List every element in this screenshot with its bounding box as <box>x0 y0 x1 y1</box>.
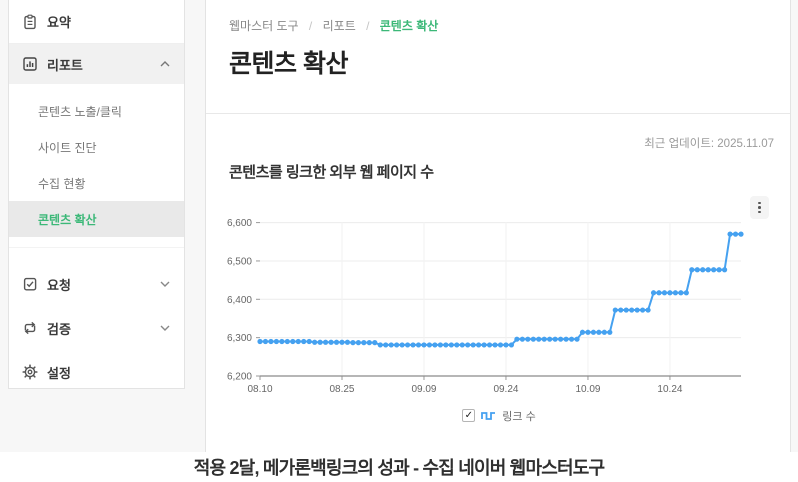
sidebar-item-report[interactable]: 리포트 <box>9 44 184 84</box>
line-chart[interactable]: 6,200 6,300 6,400 6,500 6,600 08.10 08.25 09.09… <box>206 205 792 405</box>
last-update-label: 최근 업데이트: 2025.11.07 <box>644 138 774 150</box>
sidebar-item-settings[interactable]: 설정 <box>9 350 184 394</box>
legend-series-label: 링크 수 <box>502 410 536 423</box>
breadcrumb-separator: / <box>366 19 370 33</box>
chart-legend: ✓ 링크 수 <box>206 407 792 424</box>
sidebar-item-label: 요약 <box>47 15 71 30</box>
kebab-menu-button[interactable] <box>750 196 769 219</box>
sidebar-item-label: 검증 <box>47 321 71 337</box>
svg-text:10.09: 10.09 <box>575 384 600 395</box>
sidebar-item-validation[interactable]: 검증 <box>9 306 184 350</box>
breadcrumb-webmaster-tools[interactable]: 웹마스터 도구 <box>229 19 299 33</box>
page-title: 콘텐츠 확산 <box>229 50 348 78</box>
svg-text:08.25: 08.25 <box>329 384 354 395</box>
sidebar-item-label: 설정 <box>47 365 71 381</box>
sidebar-item-label: 리포트 <box>47 57 83 73</box>
chevron-down-icon <box>160 325 170 331</box>
repeat-icon <box>21 320 38 337</box>
workspace-background: 요약 리포트 콘텐츠 노출/클릭 사이트 진단 수집 현황 콘텐츠 확산 <box>8 0 791 454</box>
sidebar-bottom-group: 요청 검증 <box>9 247 184 394</box>
bar-chart-icon <box>21 56 38 73</box>
step-line-icon <box>480 407 497 424</box>
svg-text:08.10: 08.10 <box>247 384 272 395</box>
caption-text: 적용 2달, 메가론백링크의 성과 - 수집 네이버 웹마스터도구 <box>193 458 605 478</box>
legend-checkbox[interactable]: ✓ <box>462 409 476 422</box>
sidebar: 요약 리포트 콘텐츠 노출/클릭 사이트 진단 수집 현황 콘텐츠 확산 <box>8 0 185 389</box>
sidebar-subitem-content-exposure[interactable]: 콘텐츠 노출/클릭 <box>38 104 122 119</box>
breadcrumb-report[interactable]: 리포트 <box>322 19 356 33</box>
svg-text:6,200: 6,200 <box>227 372 252 383</box>
sidebar-item-summary[interactable]: 요약 <box>9 0 184 44</box>
breadcrumb-current: 콘텐츠 확산 <box>379 19 439 33</box>
sidebar-item-request[interactable]: 요청 <box>9 262 184 306</box>
chart-title: 콘텐츠를 링크한 외부 웹 페이지 수 <box>229 164 434 181</box>
clipboard-check-icon <box>21 276 38 293</box>
page-header: 웹마스터 도구 / 리포트 / 콘텐츠 확산 콘텐츠 확산 <box>206 0 790 114</box>
sidebar-subitem-site-diagnosis[interactable]: 사이트 진단 <box>38 140 97 155</box>
report-submenu: 콘텐츠 노출/클릭 사이트 진단 수집 현황 콘텐츠 확산 <box>9 84 184 247</box>
sidebar-subitem-crawl-status[interactable]: 수집 현황 <box>38 176 86 191</box>
breadcrumb: 웹마스터 도구 / 리포트 / 콘텐츠 확산 <box>229 17 790 33</box>
sidebar-item-label: 요청 <box>47 277 71 293</box>
chevron-up-icon <box>160 61 170 67</box>
svg-text:6,500: 6,500 <box>227 256 252 267</box>
chevron-down-icon <box>160 281 170 287</box>
svg-text:09.09: 09.09 <box>411 384 436 395</box>
sidebar-subitem-content-spread[interactable]: 콘텐츠 확산 <box>9 201 184 237</box>
gear-icon <box>21 364 38 381</box>
caption-strip: 적용 2달, 메가론백링크의 성과 - 수집 네이버 웹마스터도구 <box>0 452 798 482</box>
breadcrumb-separator: / <box>308 19 313 33</box>
svg-text:6,600: 6,600 <box>227 218 252 229</box>
svg-text:6,400: 6,400 <box>227 295 252 306</box>
clipboard-icon <box>21 13 38 30</box>
main-panel: 웹마스터 도구 / 리포트 / 콘텐츠 확산 콘텐츠 확산 최근 업데이트: 2… <box>205 0 791 454</box>
svg-text:10.24: 10.24 <box>657 384 682 395</box>
svg-text:09.24: 09.24 <box>493 384 518 395</box>
svg-text:6,300: 6,300 <box>227 333 252 344</box>
